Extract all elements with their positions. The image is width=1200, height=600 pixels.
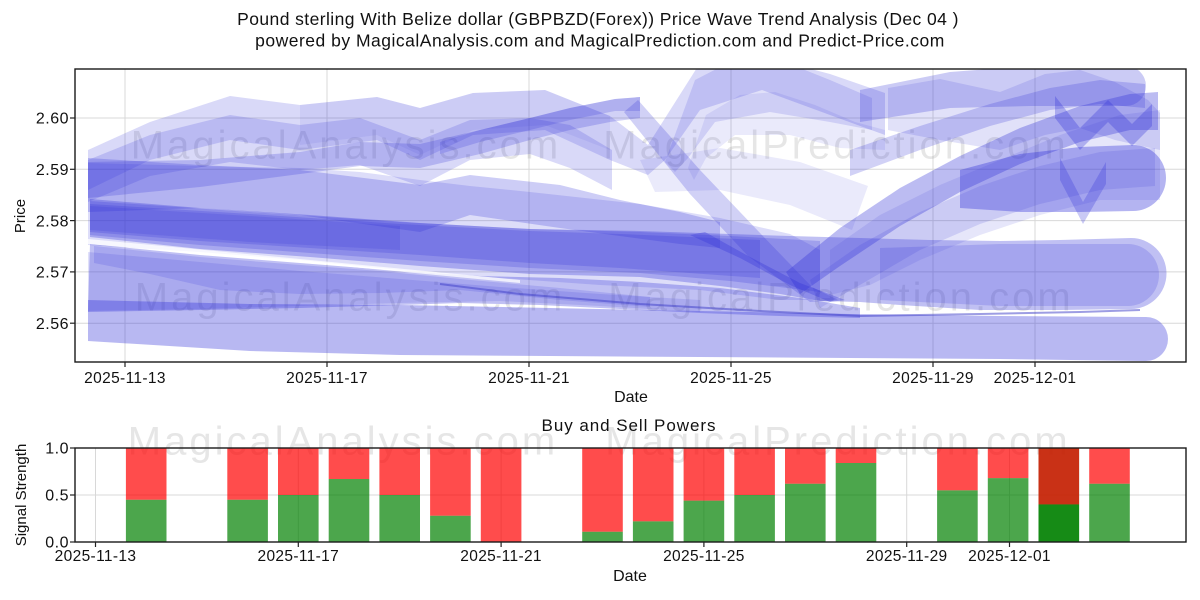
- svg-text:2025-12-01: 2025-12-01: [994, 370, 1077, 387]
- svg-text:2025-11-25: 2025-11-25: [690, 370, 772, 387]
- svg-text:2.59: 2.59: [36, 162, 69, 179]
- svg-text:2.60: 2.60: [36, 111, 69, 128]
- svg-text:Date: Date: [613, 568, 647, 585]
- svg-text:2025-11-29: 2025-11-29: [892, 370, 974, 387]
- svg-text:2.58: 2.58: [36, 213, 69, 230]
- svg-text:MagicalAnalysis.com: MagicalAnalysis.com: [131, 124, 561, 168]
- svg-text:Signal Strength: Signal Strength: [13, 444, 30, 547]
- svg-text:2025-11-21: 2025-11-21: [488, 370, 570, 387]
- svg-text:2025-11-17: 2025-11-17: [286, 370, 368, 387]
- svg-text:2.57: 2.57: [36, 265, 69, 282]
- svg-text:2.56: 2.56: [36, 316, 69, 333]
- svg-text:powered by MagicalAnalysis.com: powered by MagicalAnalysis.com and Magic…: [255, 31, 945, 51]
- svg-text:1.0: 1.0: [45, 441, 69, 458]
- svg-text:Buy and Sell Powers: Buy and Sell Powers: [542, 416, 717, 435]
- svg-text:2025-11-29: 2025-11-29: [866, 548, 948, 565]
- svg-text:MagicalAnalysis.com: MagicalAnalysis.com: [135, 276, 565, 320]
- svg-text:2025-11-13: 2025-11-13: [84, 370, 166, 387]
- svg-text:2025-11-21: 2025-11-21: [460, 548, 542, 565]
- svg-text:2025-11-13: 2025-11-13: [55, 548, 137, 565]
- svg-text:Price: Price: [12, 199, 29, 233]
- svg-text:MagicalPrediction.com: MagicalPrediction.com: [603, 124, 1068, 168]
- svg-text:Pound sterling With Belize dol: Pound sterling With Belize dollar (GBPBZ…: [237, 9, 959, 29]
- svg-text:2025-11-25: 2025-11-25: [663, 548, 745, 565]
- svg-text:Date: Date: [614, 389, 648, 406]
- svg-text:2025-11-17: 2025-11-17: [257, 548, 339, 565]
- svg-text:0.0: 0.0: [45, 535, 69, 552]
- svg-text:MagicalPrediction.com: MagicalPrediction.com: [608, 276, 1073, 320]
- svg-text:2025-12-01: 2025-12-01: [968, 548, 1051, 565]
- svg-text:0.5: 0.5: [45, 488, 69, 505]
